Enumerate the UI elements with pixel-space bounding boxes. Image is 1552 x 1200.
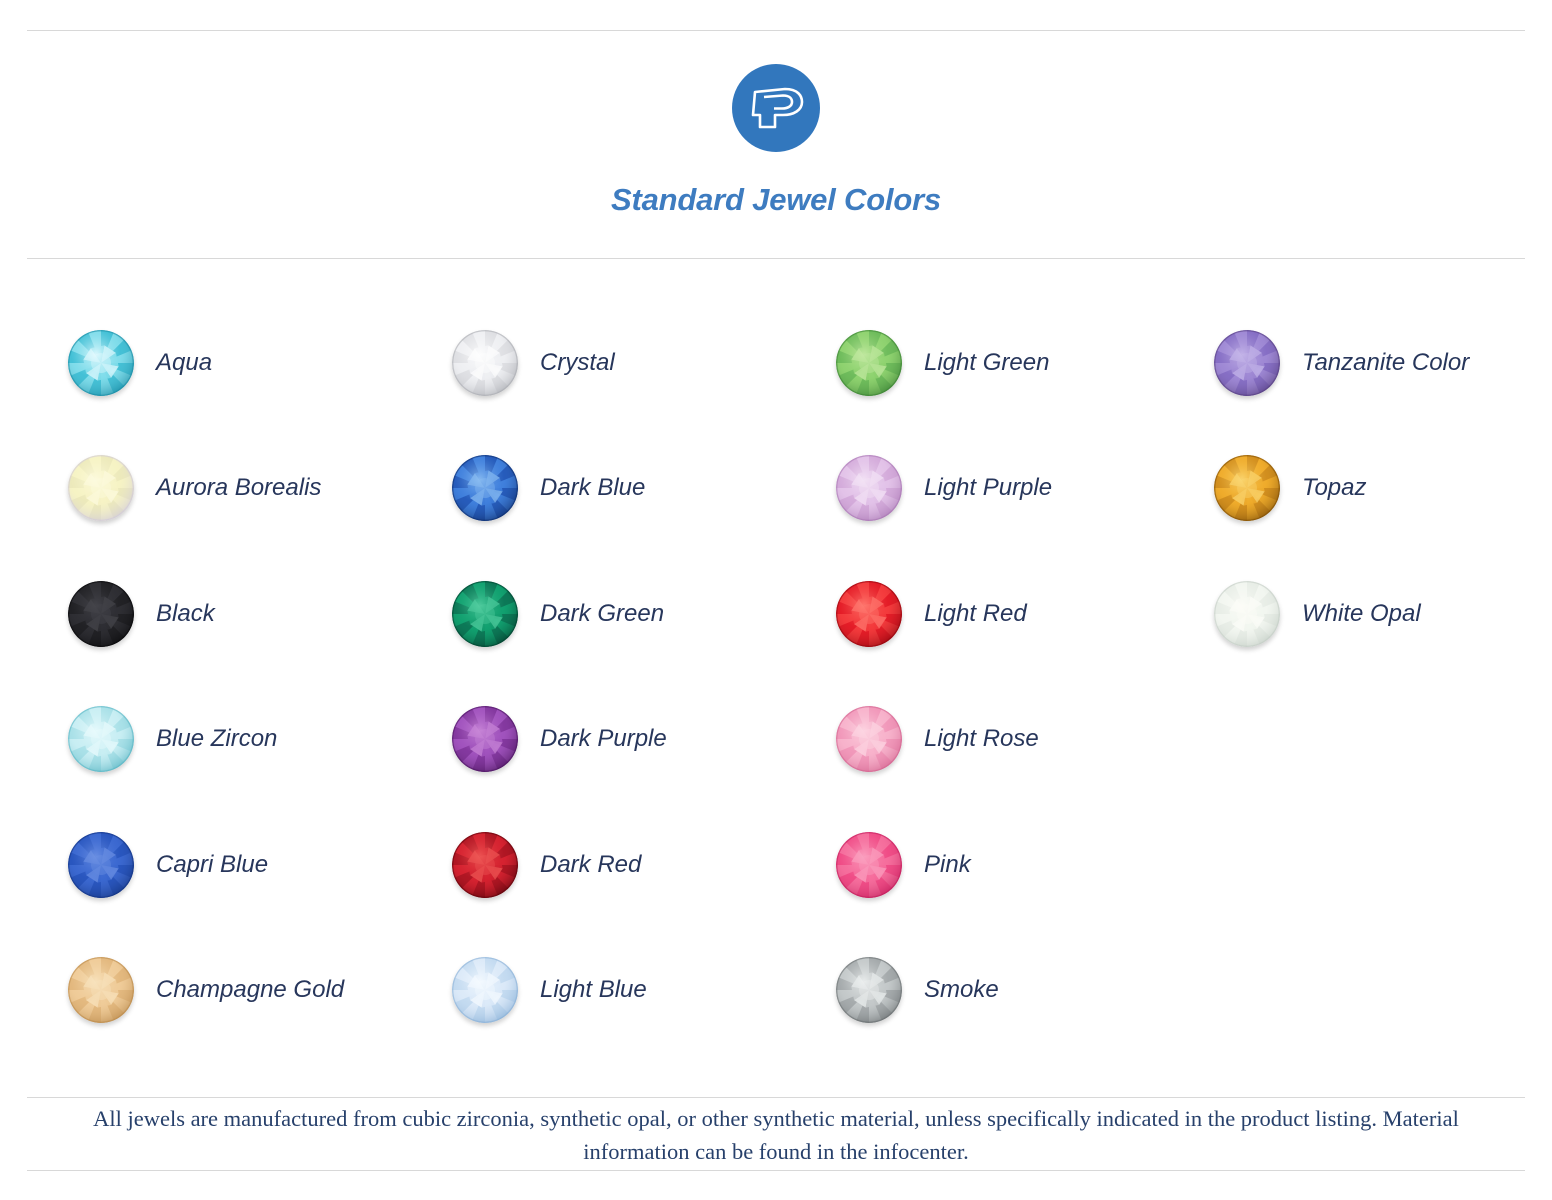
jewel-gem-icon (836, 831, 902, 898)
brand-p-logo-icon (732, 64, 820, 152)
jewel-gem-icon (1214, 455, 1280, 522)
jewel-swatch-row[interactable]: Aqua (68, 300, 448, 426)
jewel-gem-icon (452, 455, 518, 522)
jewel-color-label: Smoke (924, 976, 999, 1004)
divider-below-footnote (27, 1170, 1525, 1171)
jewel-color-label: Black (156, 599, 215, 627)
brand-logo (732, 64, 820, 152)
jewel-gem-icon (68, 706, 134, 773)
jewel-gem-icon (836, 580, 902, 647)
jewel-gem-icon (68, 329, 134, 396)
jewel-swatch-row[interactable]: Pink (836, 802, 1216, 928)
jewel-swatch-row[interactable]: White Opal (1214, 551, 1552, 677)
jewel-color-label: Dark Green (540, 599, 665, 627)
jewel-gem-icon (452, 580, 518, 647)
divider-top (27, 30, 1525, 31)
jewel-gem-icon (452, 329, 518, 396)
jewel-color-label: Light Blue (540, 976, 647, 1004)
jewel-swatch-row[interactable]: Black (68, 551, 448, 677)
jewel-gem-icon (68, 455, 134, 522)
jewel-color-label: Dark Red (540, 850, 642, 878)
jewel-color-label: Crystal (540, 348, 615, 376)
jewel-gem-icon (452, 706, 518, 773)
jewel-color-label: Champagne Gold (156, 976, 345, 1004)
jewel-gem-icon (452, 957, 518, 1024)
jewel-color-label: White Opal (1302, 599, 1421, 627)
jewel-swatch-row[interactable]: Light Green (836, 300, 1216, 426)
jewel-color-label: Light Rose (924, 725, 1039, 753)
jewel-gem-icon (836, 706, 902, 773)
jewel-gem-icon (836, 329, 902, 396)
jewel-column-0: Aqua Aurora Borealis (68, 300, 448, 1053)
jewel-gem-icon (68, 957, 134, 1024)
jewel-swatch-row[interactable]: Tanzanite Color (1214, 300, 1552, 426)
jewel-swatch-row[interactable]: Capri Blue (68, 802, 448, 928)
jewel-column-2: Light Green Light Purple (836, 300, 1216, 1053)
jewel-color-label: Tanzanite Color (1302, 348, 1470, 376)
divider-under-title (27, 258, 1525, 259)
jewel-gem-icon (836, 455, 902, 522)
jewel-color-label: Pink (924, 850, 971, 878)
jewel-color-label: Aurora Borealis (156, 474, 322, 502)
jewel-swatch-row[interactable]: Topaz (1214, 426, 1552, 552)
jewel-swatch-row[interactable]: Blue Zircon (68, 677, 448, 803)
jewel-color-label: Topaz (1302, 474, 1367, 502)
jewel-color-label: Light Purple (924, 474, 1053, 502)
jewel-swatch-row[interactable]: Champagne Gold (68, 928, 448, 1054)
jewel-swatch-row[interactable]: Light Blue (452, 928, 832, 1054)
jewel-gem-icon (836, 957, 902, 1024)
divider-above-footnote (27, 1097, 1525, 1098)
jewel-gem-icon (68, 580, 134, 647)
jewel-column-3: Tanzanite Color Topaz (1214, 300, 1552, 677)
jewel-gem-icon (68, 831, 134, 898)
jewel-swatch-row[interactable]: Smoke (836, 928, 1216, 1054)
jewel-swatch-row[interactable]: Aurora Borealis (68, 426, 448, 552)
jewel-color-label: Light Red (924, 599, 1027, 627)
jewel-swatch-row[interactable]: Crystal (452, 300, 832, 426)
jewel-gem-icon (1214, 580, 1280, 647)
jewel-swatch-row[interactable]: Light Red (836, 551, 1216, 677)
jewel-color-label: Dark Purple (540, 725, 667, 753)
footnote-text: All jewels are manufactured from cubic z… (93, 1106, 1459, 1164)
jewel-gem-icon (1214, 329, 1280, 396)
page-title: Standard Jewel Colors (610, 182, 941, 217)
jewel-color-label: Blue Zircon (156, 725, 278, 753)
jewel-swatch-row[interactable]: Dark Purple (452, 677, 832, 803)
jewel-color-label: Capri Blue (156, 850, 269, 878)
jewel-swatch-row[interactable]: Light Rose (836, 677, 1216, 803)
jewel-swatch-row[interactable]: Dark Green (452, 551, 832, 677)
jewel-color-label: Dark Blue (540, 474, 646, 502)
jewel-color-label: Light Green (924, 348, 1050, 376)
jewel-color-label: Aqua (156, 348, 213, 376)
jewel-gem-icon (452, 831, 518, 898)
jewel-column-1: Crystal Dark Blue (452, 300, 832, 1053)
jewel-swatch-row[interactable]: Dark Red (452, 802, 832, 928)
page-header: Standard Jewel Colors (0, 30, 1552, 218)
jewel-swatch-row[interactable]: Dark Blue (452, 426, 832, 552)
jewel-swatch-row[interactable]: Light Purple (836, 426, 1216, 552)
